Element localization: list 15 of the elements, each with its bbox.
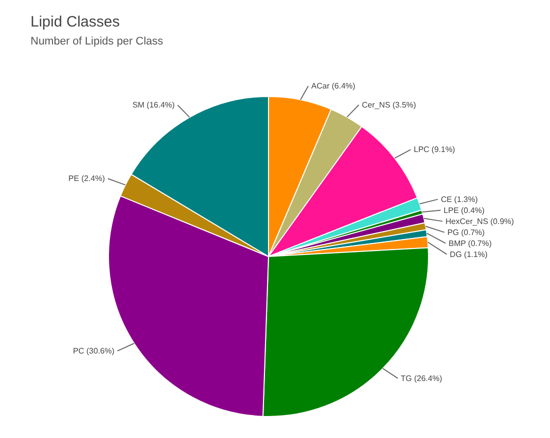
slice-label: LPC (9.1%) bbox=[414, 145, 456, 154]
slice-label: CE (1.3%) bbox=[440, 194, 478, 204]
slice-label: ACar (6.4%) bbox=[311, 82, 356, 91]
slice-label: PG (0.7%) bbox=[447, 228, 486, 237]
slice-label: TG (26.4%) bbox=[400, 374, 442, 383]
chart-subtitle: Number of Lipids per Class bbox=[30, 36, 164, 48]
slice-label: PC (30.6%) bbox=[73, 346, 115, 356]
slice-label: BMP (0.7%) bbox=[448, 238, 492, 248]
slice-label: Cer_NS (3.5%) bbox=[362, 100, 416, 110]
slice-label: HexCer_NS (0.9%) bbox=[445, 216, 514, 226]
slice-label: DG (1.1%) bbox=[450, 250, 488, 259]
slice-label: PE (2.4%) bbox=[68, 174, 106, 184]
chart-title: Lipid Classes bbox=[30, 14, 120, 30]
slice-label: SM (16.4%) bbox=[132, 100, 176, 110]
slice-label: LPE (0.4%) bbox=[444, 206, 485, 215]
